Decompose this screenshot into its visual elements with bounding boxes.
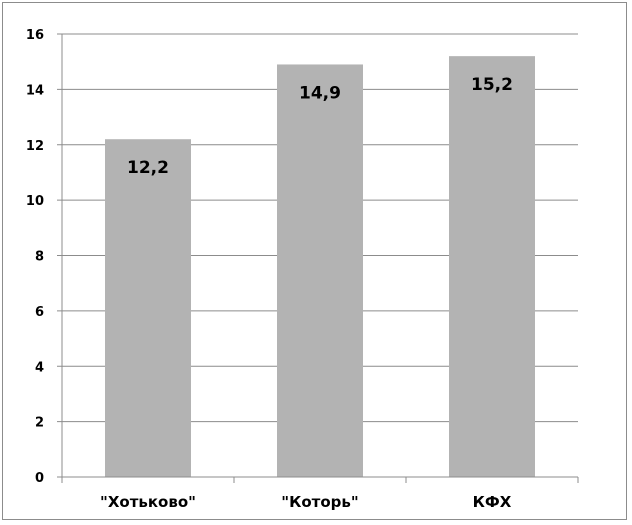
bar [105,139,191,477]
x-category-label: "Которь" [281,493,358,511]
y-tick-label: 0 [35,471,44,486]
data-label: 15,2 [471,75,513,95]
bar [277,64,363,478]
x-category-label: "Хотьково" [100,493,196,511]
bar [449,56,535,478]
data-label: 14,9 [299,83,341,103]
y-tick-label: 14 [26,83,44,98]
y-tick-label: 8 [35,250,44,265]
y-tick-label: 10 [26,194,44,209]
y-tick-label: 16 [26,28,44,43]
y-tick-label: 6 [35,305,44,320]
bars [105,56,535,478]
y-tick-label: 4 [35,360,44,375]
axes [57,33,579,483]
x-category-label: КФХ [473,493,512,511]
data-label: 12,2 [127,158,169,178]
data-labels: 12,2 14,9 15,2 [127,75,513,178]
y-tick-label: 2 [35,416,44,431]
y-tick-labels: 0 2 4 6 8 10 12 14 16 [26,28,44,486]
y-tick-label: 12 [26,139,44,154]
x-category-labels: "Хотьково" "Которь" КФХ [100,493,512,511]
